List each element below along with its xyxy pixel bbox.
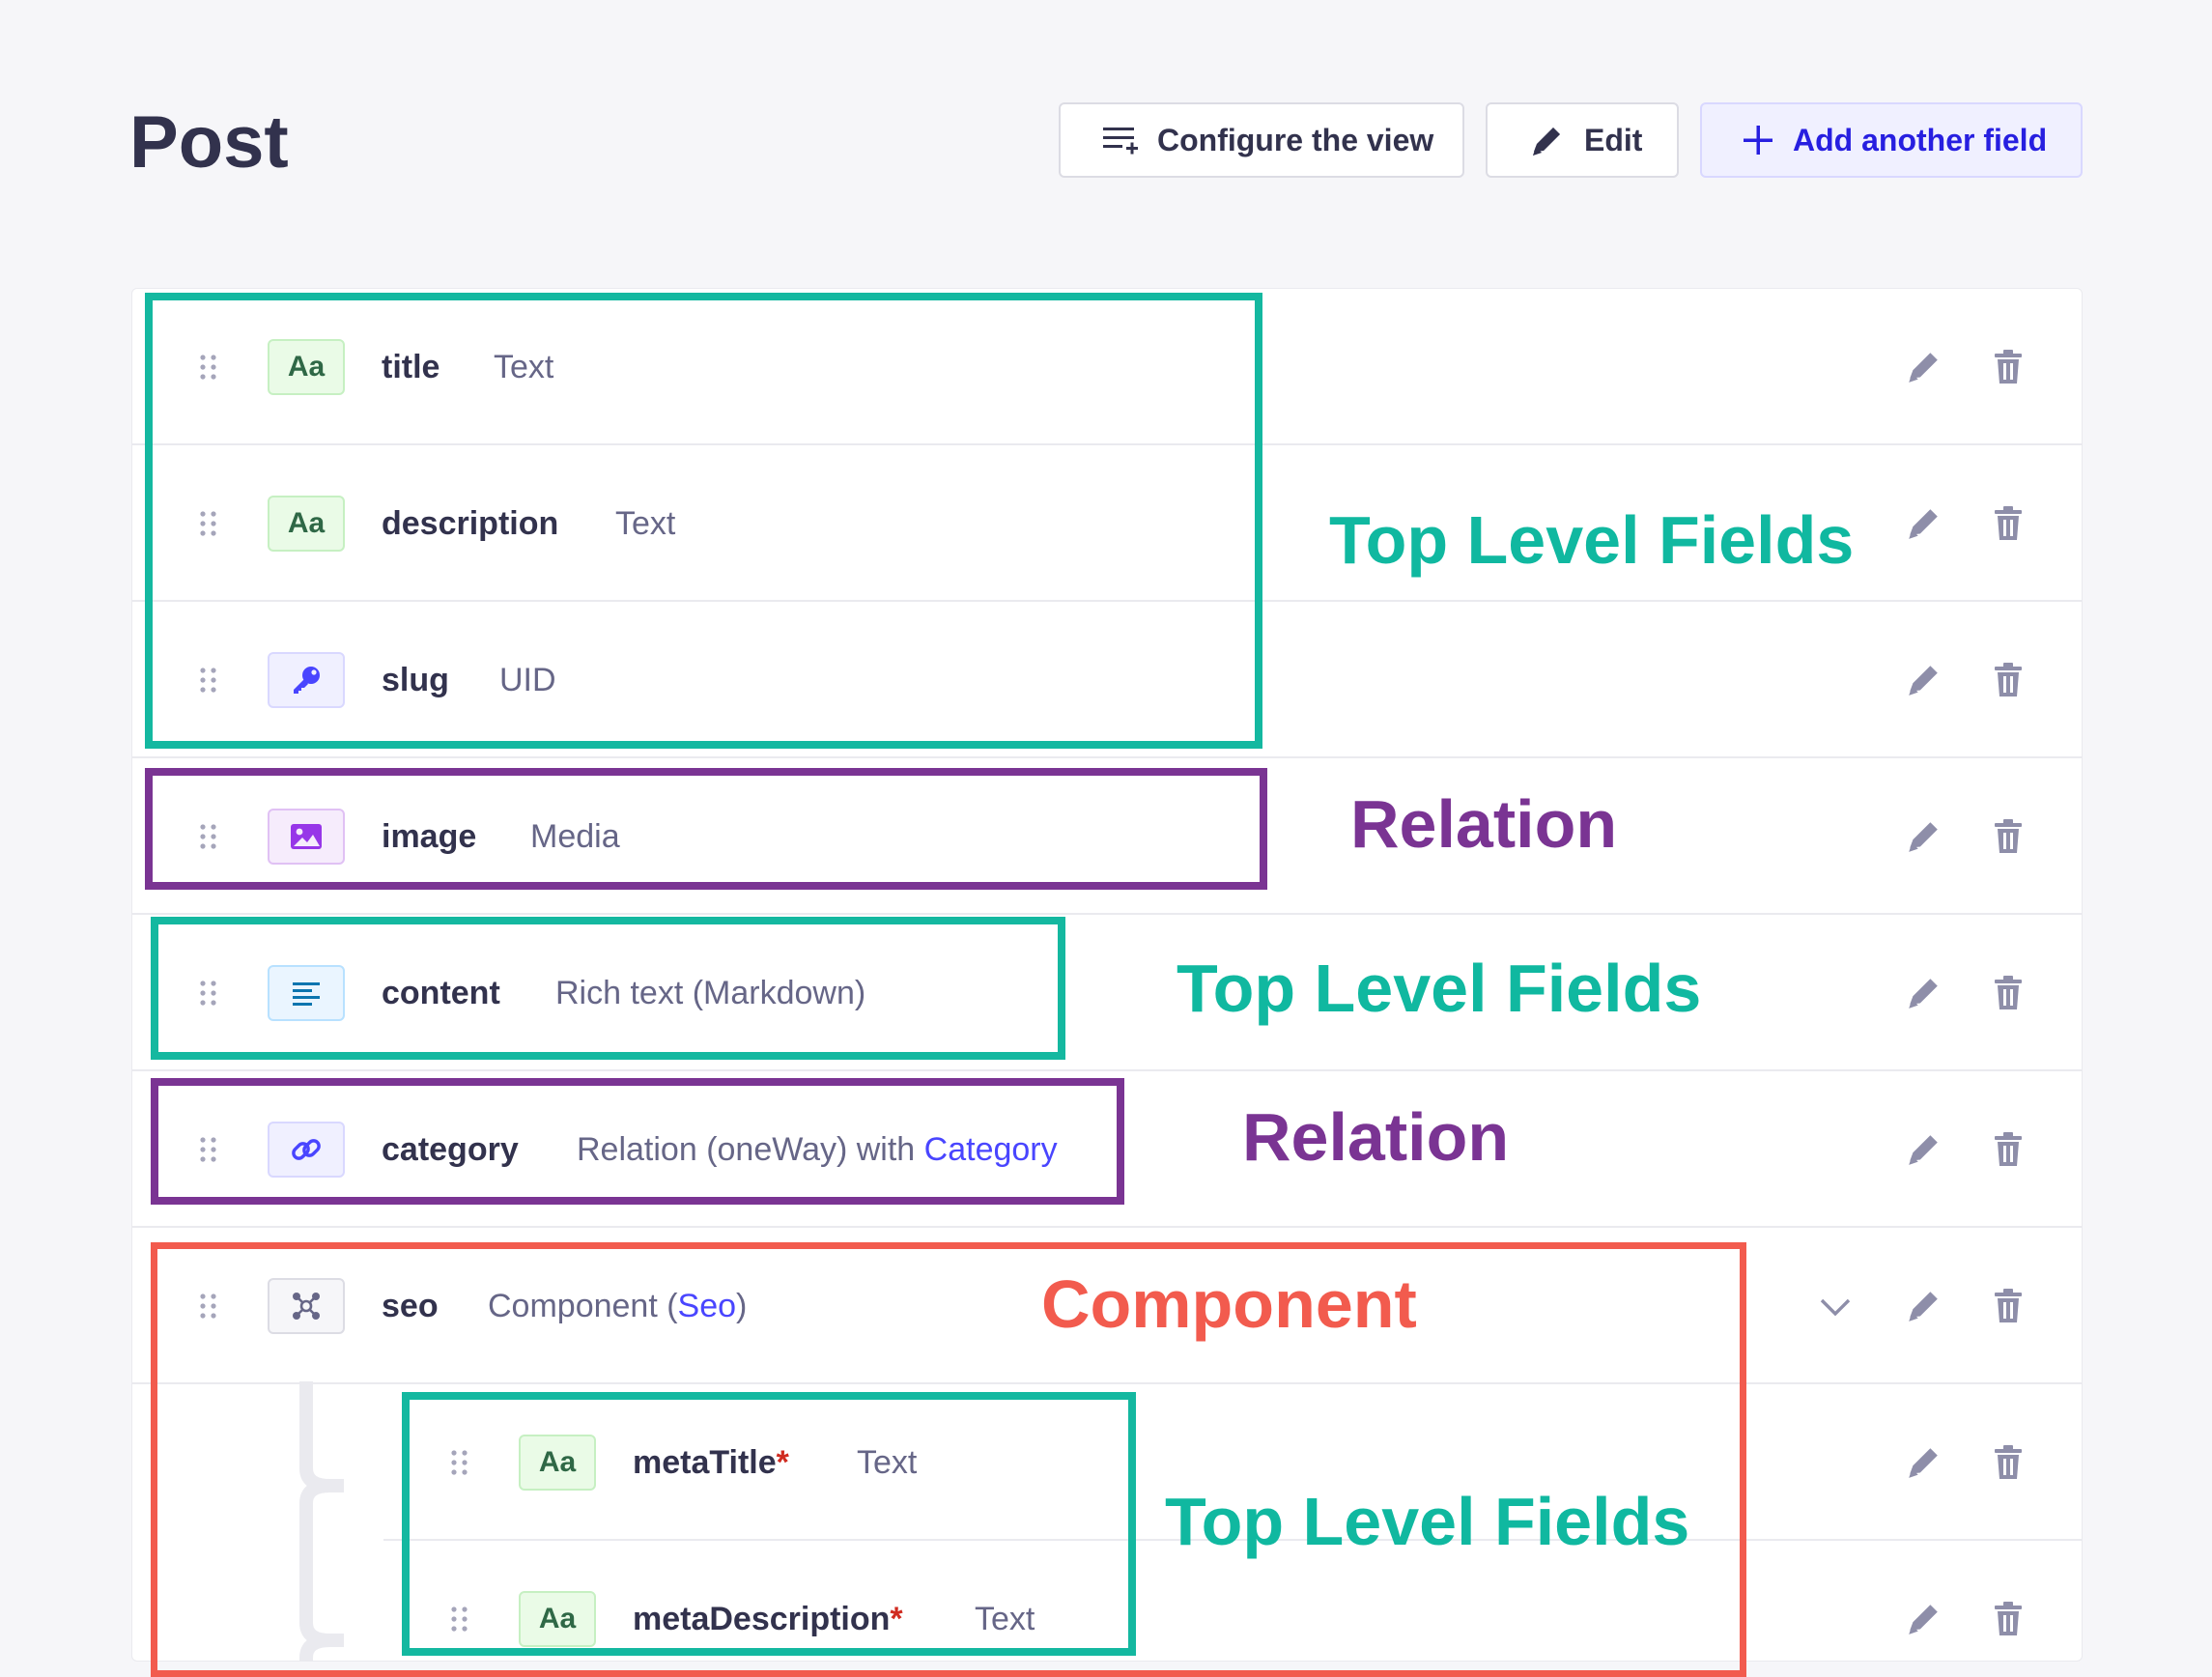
pencil-icon[interactable] [1906,1444,1941,1481]
pencil-icon [1533,128,1560,156]
trash-icon[interactable] [1991,505,2026,542]
annotation-label-top-level-3: Top Level Fields [1165,1484,1690,1559]
add-field-label: Add another field [1793,122,2048,157]
add-another-field-button[interactable]: Add another field [1700,102,2083,178]
field-name: content [382,975,500,1011]
pencil-icon[interactable] [1906,1601,1941,1637]
field-name: title [382,349,440,385]
annotation-label-top-level-2: Top Level Fields [1177,951,1702,1026]
field-row-metadescription: Aa metaDescription* Text [383,1541,2082,1661]
field-type: Rich text (Markdown) [555,975,866,1011]
field-name: metaDescription* [633,1601,903,1637]
annotation-label-component: Component [1041,1266,1417,1342]
annotation-box-relation-1 [145,768,1267,890]
field-type: Relation (oneWay) with Category [577,1131,1058,1168]
field-type: Text [975,1601,1035,1637]
edit-button[interactable]: Edit [1486,102,1679,178]
field-name: description [382,505,559,542]
text-icon: Aa [519,1591,596,1647]
field-name: metaTitle* [633,1444,789,1481]
chevron-down-icon[interactable] [1819,1292,1852,1321]
fields-list: Aa title Text Aa description Text slug U… [131,288,2083,1662]
field-type: Text [494,349,554,385]
trash-icon[interactable] [1991,349,2026,385]
trash-icon[interactable] [1991,818,2026,855]
pencil-icon[interactable] [1906,975,1941,1011]
category-link[interactable]: Category [923,1131,1058,1168]
page-title: Post [129,101,289,184]
trash-icon[interactable] [1991,975,2026,1011]
annotation-label-relation-2: Relation [1242,1099,1510,1175]
field-row-seo: seo Component (Seo) [132,1228,2082,1384]
pencil-icon[interactable] [1906,505,1941,542]
trash-icon[interactable] [1991,1444,2026,1481]
field-row-category: category Relation (oneWay) with Category [132,1071,2082,1228]
field-name: slug [382,662,449,698]
text-icon: Aa [519,1435,596,1491]
image-icon [268,809,345,865]
annotation-box-relation-2 [151,1078,1124,1205]
field-row-title: Aa title Text [132,289,2082,445]
list-settings-icon [1103,128,1138,155]
annotation-box-top-level-2 [151,917,1065,1060]
field-type: Component (Seo) [488,1288,748,1324]
field-name: image [382,818,477,855]
pencil-icon[interactable] [1906,818,1941,855]
required-mark: * [776,1444,789,1481]
annotation-box-top-level-3 [402,1392,1136,1656]
annotation-label-top-level-1: Top Level Fields [1329,502,1855,578]
annotation-box-top-level-1 [145,293,1262,749]
pencil-icon[interactable] [1906,349,1941,385]
field-type: Media [530,818,620,855]
field-row-content: content Rich text (Markdown) [132,915,2082,1071]
field-row-metatitle: Aa metaTitle* Text [383,1384,2082,1541]
plus-icon [1744,126,1772,155]
field-type: Text [615,505,676,542]
annotation-label-relation-1: Relation [1350,786,1618,862]
field-name: category [382,1131,519,1168]
text-icon: Aa [268,339,345,395]
required-mark: * [890,1601,903,1637]
component-icon [268,1278,345,1334]
seo-link[interactable]: Seo [677,1288,737,1324]
text-icon: Aa [268,496,345,552]
trash-icon[interactable] [1991,1601,2026,1637]
field-name: seo [382,1288,439,1324]
nesting-tree-line [299,1381,344,1662]
trash-icon[interactable] [1991,1288,2026,1324]
trash-icon[interactable] [1991,1131,2026,1168]
trash-icon[interactable] [1991,662,2026,698]
field-row-description: Aa description Text [132,445,2082,602]
link-icon [268,1122,345,1178]
field-type: UID [499,662,556,698]
field-type: Text [857,1444,918,1481]
rich-text-icon [268,965,345,1021]
edit-label: Edit [1584,122,1643,157]
field-row-image: image Media [132,758,2082,915]
configure-view-label: Configure the view [1157,122,1434,157]
key-icon [268,652,345,708]
pencil-icon[interactable] [1906,662,1941,698]
configure-view-button[interactable]: Configure the view [1059,102,1464,178]
field-row-slug: slug UID [132,602,2082,758]
pencil-icon[interactable] [1906,1131,1941,1168]
pencil-icon[interactable] [1906,1288,1941,1324]
